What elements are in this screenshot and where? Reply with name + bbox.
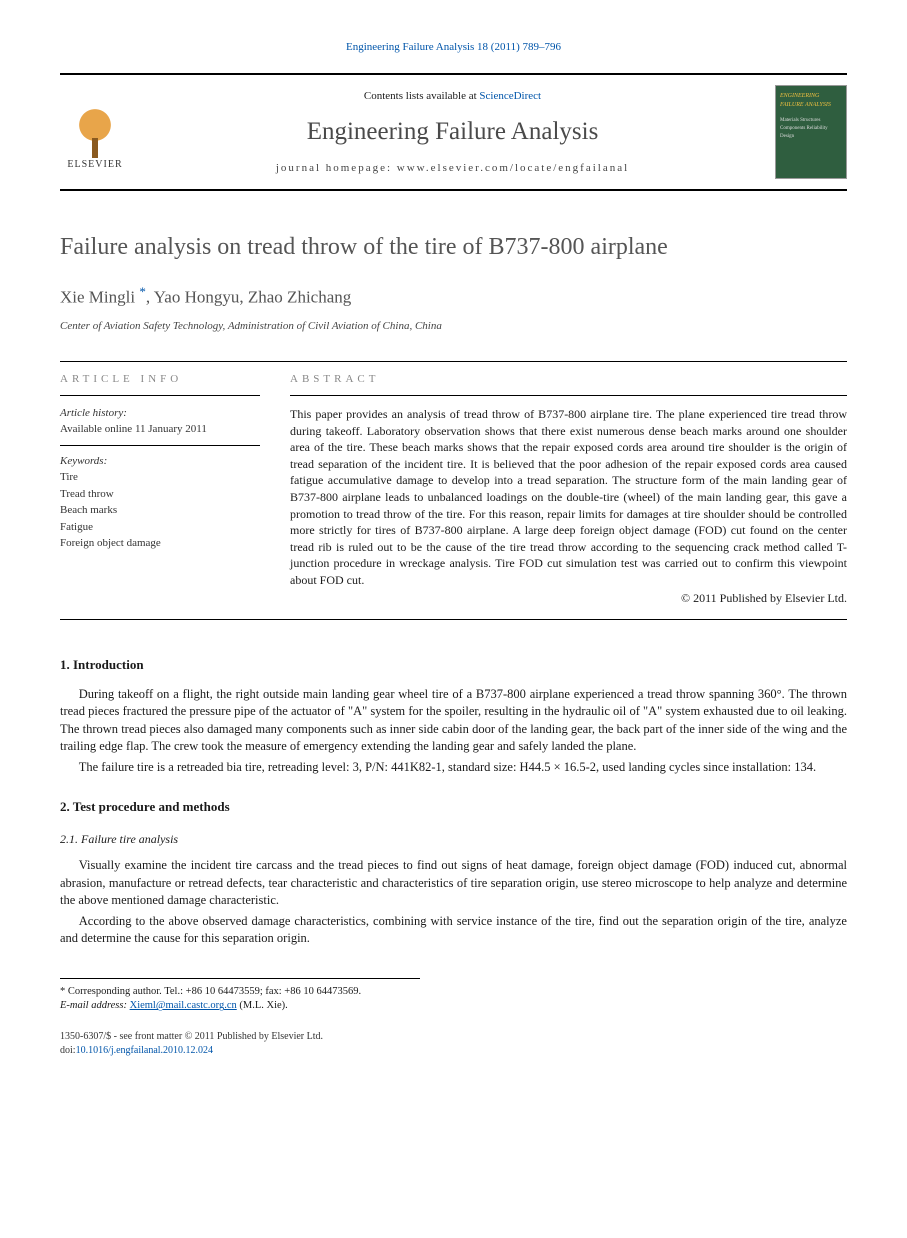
article-body: 1. Introduction During takeoff on a flig… [60, 656, 847, 948]
info-divider [60, 445, 260, 446]
keywords-label: Keywords: [60, 454, 260, 469]
header-center: Contents lists available at ScienceDirec… [146, 89, 759, 177]
info-abstract-row: article info Article history: Available … [60, 361, 847, 620]
article-history-block: Article history: Available online 11 Jan… [60, 406, 260, 562]
keyword-item: Beach marks [60, 503, 260, 518]
keywords-list: Tire Tread throw Beach marks Fatigue For… [60, 470, 260, 551]
elsevier-tree-icon [65, 103, 125, 158]
journal-reference: Engineering Failure Analysis 18 (2011) 7… [60, 40, 847, 55]
author-email-link[interactable]: Xieml@mail.castc.org.cn [130, 1000, 237, 1011]
affiliation: Center of Aviation Safety Technology, Ad… [60, 319, 847, 334]
front-matter-line: 1350-6307/$ - see front matter © 2011 Pu… [60, 1030, 847, 1044]
history-label: Article history: [60, 406, 260, 421]
section-2-1-heading: 2.1. Failure tire analysis [60, 831, 847, 848]
email-label: E-mail address: [60, 1000, 127, 1011]
corresponding-mark: * [139, 284, 146, 299]
keyword-item: Tire [60, 470, 260, 485]
doi-label: doi: [60, 1045, 76, 1056]
keyword-item: Fatigue [60, 520, 260, 535]
cover-subtopics: Materials Structures Components Reliabil… [780, 117, 842, 141]
history-value: Available online 11 January 2011 [60, 422, 260, 437]
corresponding-author-note: * Corresponding author. Tel.: +86 10 644… [60, 985, 420, 1000]
section-2-heading: 2. Test procedure and methods [60, 798, 847, 816]
abstract-label: abstract [290, 362, 847, 396]
section-2-1-paragraph: Visually examine the incident tire carca… [60, 857, 847, 909]
email-line: E-mail address: Xieml@mail.castc.org.cn … [60, 999, 420, 1014]
sciencedirect-link[interactable]: ScienceDirect [479, 90, 541, 102]
publisher-logo: ELSEVIER [60, 92, 130, 172]
contents-prefix: Contents lists available at [364, 90, 479, 102]
abstract-column: abstract This paper provides an analysis… [290, 362, 847, 607]
section-1-paragraph: During takeoff on a flight, the right ou… [60, 686, 847, 755]
contents-available-line: Contents lists available at ScienceDirec… [146, 89, 759, 104]
footnotes: * Corresponding author. Tel.: +86 10 644… [60, 978, 420, 1014]
author-1: Xie Mingli [60, 288, 135, 307]
footer-metadata: 1350-6307/$ - see front matter © 2011 Pu… [60, 1030, 847, 1058]
author-2: Yao Hongyu [154, 288, 240, 307]
section-2-1-paragraph: According to the above observed damage c… [60, 913, 847, 948]
article-info-label: article info [60, 362, 260, 396]
journal-homepage: journal homepage: www.elsevier.com/locat… [146, 161, 759, 176]
article-info-column: article info Article history: Available … [60, 362, 260, 607]
article-title: Failure analysis on tread throw of the t… [60, 231, 847, 265]
section-1-heading: 1. Introduction [60, 656, 847, 674]
doi-link[interactable]: 10.1016/j.engfailanal.2010.12.024 [76, 1045, 213, 1056]
publisher-name: ELSEVIER [67, 158, 122, 172]
keyword-item: Foreign object damage [60, 536, 260, 551]
abstract-text: This paper provides an analysis of tread… [290, 406, 847, 588]
author-3: Zhao Zhichang [248, 288, 351, 307]
journal-name: Engineering Failure Analysis [146, 114, 759, 149]
cover-title: ENGINEERING FAILURE ANALYSIS [780, 92, 842, 109]
doi-line: doi:10.1016/j.engfailanal.2010.12.024 [60, 1044, 847, 1058]
keyword-item: Tread throw [60, 487, 260, 502]
abstract-copyright: © 2011 Published by Elsevier Ltd. [290, 590, 847, 607]
journal-header: ELSEVIER Contents lists available at Sci… [60, 73, 847, 191]
author-list: Xie Mingli *, Yao Hongyu, Zhao Zhichang [60, 283, 847, 309]
section-1-paragraph: The failure tire is a retreaded bia tire… [60, 759, 847, 776]
journal-cover-thumbnail: ENGINEERING FAILURE ANALYSIS Materials S… [775, 85, 847, 179]
email-suffix: (M.L. Xie). [239, 1000, 287, 1011]
